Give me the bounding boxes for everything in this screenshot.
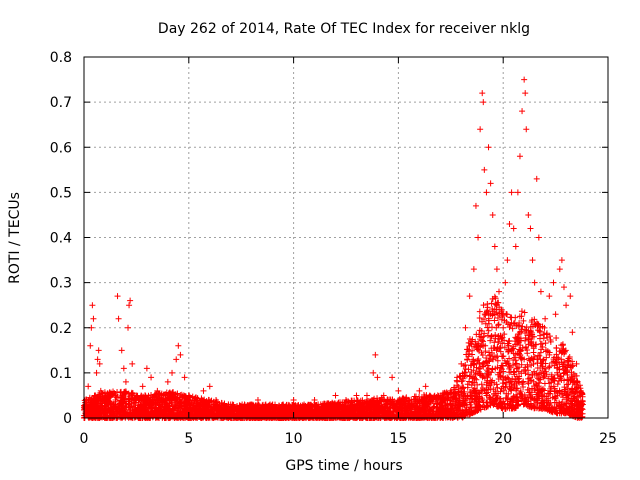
data-point [492, 354, 499, 361]
data-point [493, 395, 500, 402]
data-point [495, 321, 502, 328]
data-point [483, 399, 490, 406]
data-point [565, 357, 572, 364]
data-point [517, 335, 524, 342]
data-point [498, 362, 505, 369]
data-point [556, 366, 563, 373]
data-point [558, 390, 565, 397]
data-point [508, 387, 515, 394]
data-point [492, 390, 499, 397]
data-point [490, 386, 497, 393]
data-point [503, 381, 510, 388]
data-point [476, 308, 483, 315]
data-point [561, 377, 568, 384]
data-point [536, 327, 543, 334]
data-point [510, 350, 517, 357]
data-point [499, 340, 506, 347]
data-point [499, 380, 506, 387]
data-point [525, 341, 532, 348]
data-point [553, 345, 560, 352]
data-point [568, 374, 575, 381]
data-point [528, 318, 535, 325]
data-point [122, 391, 129, 398]
data-point [505, 363, 512, 370]
data-point [467, 340, 474, 347]
data-point [546, 363, 553, 370]
data-point [484, 332, 491, 339]
data-point [483, 308, 490, 315]
data-point [506, 355, 513, 362]
data-point [552, 395, 559, 402]
data-point [499, 353, 506, 360]
data-point [542, 340, 549, 347]
data-point [465, 366, 472, 373]
data-point [514, 365, 521, 372]
data-point [466, 378, 473, 385]
data-point [520, 317, 527, 324]
data-point [534, 364, 541, 371]
data-point [464, 356, 471, 363]
data-point [474, 381, 481, 388]
data-point [465, 353, 472, 360]
data-point [498, 385, 505, 392]
data-point [542, 365, 549, 372]
data-point [497, 348, 504, 355]
data-point [524, 346, 531, 353]
data-point [476, 360, 483, 367]
data-point [468, 368, 475, 375]
data-point [539, 344, 546, 351]
data-point [488, 300, 495, 307]
data-point [562, 386, 569, 393]
data-points [81, 76, 586, 421]
data-point [516, 313, 523, 320]
data-point [546, 333, 553, 340]
data-point [485, 327, 492, 334]
data-point [558, 349, 565, 356]
data-point [512, 361, 519, 368]
data-point [529, 395, 536, 402]
data-point [518, 308, 525, 315]
data-point [488, 333, 495, 340]
data-point [468, 382, 475, 389]
data-point [482, 348, 489, 355]
data-point [492, 331, 499, 338]
data-point [573, 377, 580, 384]
data-point [543, 354, 550, 361]
data-point [494, 357, 501, 364]
data-point [473, 331, 480, 338]
data-point [174, 390, 181, 397]
data-point [547, 337, 554, 344]
data-point [491, 311, 498, 318]
data-point [531, 316, 538, 323]
